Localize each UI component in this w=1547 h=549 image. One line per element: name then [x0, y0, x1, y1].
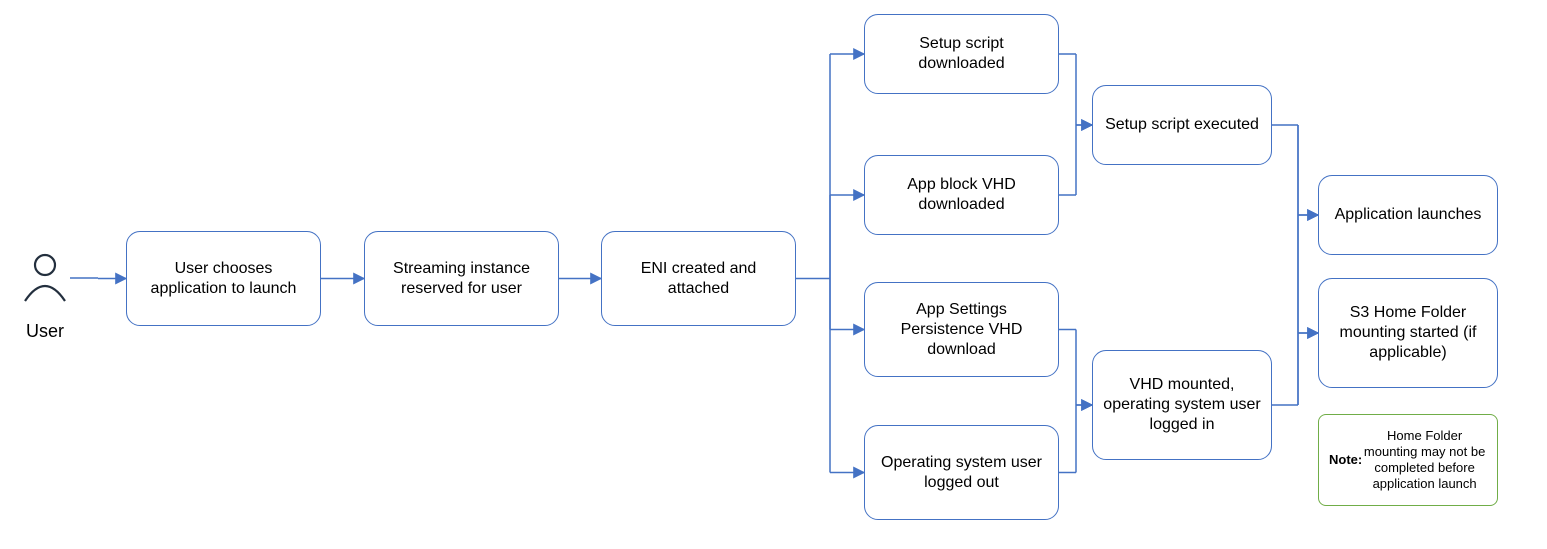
flowchart-canvas: User User chooses application to launch St…	[0, 0, 1547, 549]
user-icon	[25, 255, 65, 301]
flow-node: ENI created and attached	[601, 231, 796, 326]
flow-node: VHD mounted, operating system user logge…	[1092, 350, 1272, 460]
flow-node: Application launches	[1318, 175, 1498, 255]
flow-node: User chooses application to launch	[126, 231, 321, 326]
flow-node: Streaming instance reserved for user	[364, 231, 559, 326]
flow-node: Setup script downloaded	[864, 14, 1059, 94]
flow-node: Operating system user logged out	[864, 425, 1059, 520]
flow-node: App block VHD downloaded	[864, 155, 1059, 235]
flow-node: S3 Home Folder mounting started (if appl…	[1318, 278, 1498, 388]
user-label: User	[10, 318, 80, 344]
flow-node: Setup script executed	[1092, 85, 1272, 165]
flow-node: App Settings Persistence VHD download	[864, 282, 1059, 377]
note-box: Note: Home Folder mounting may not be co…	[1318, 414, 1498, 506]
